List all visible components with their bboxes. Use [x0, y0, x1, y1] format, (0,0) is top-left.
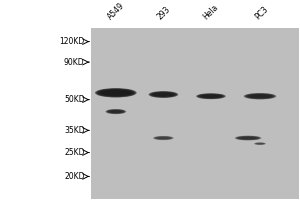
Ellipse shape: [235, 136, 262, 140]
Ellipse shape: [154, 136, 173, 140]
Ellipse shape: [106, 109, 126, 114]
Ellipse shape: [108, 110, 124, 113]
Ellipse shape: [95, 88, 136, 98]
Text: Hela: Hela: [202, 2, 220, 21]
Ellipse shape: [154, 93, 173, 96]
Ellipse shape: [239, 137, 257, 139]
Ellipse shape: [151, 92, 176, 97]
Ellipse shape: [153, 93, 174, 96]
Ellipse shape: [201, 95, 220, 98]
Text: 35KD: 35KD: [64, 126, 85, 135]
Ellipse shape: [109, 110, 123, 113]
Ellipse shape: [255, 143, 265, 145]
Ellipse shape: [198, 94, 224, 98]
Ellipse shape: [254, 142, 266, 145]
Ellipse shape: [249, 95, 271, 98]
Ellipse shape: [200, 94, 222, 98]
Ellipse shape: [105, 109, 126, 114]
Ellipse shape: [237, 136, 259, 140]
Text: 20KD: 20KD: [64, 172, 85, 181]
Ellipse shape: [156, 137, 171, 139]
Ellipse shape: [246, 94, 274, 99]
Text: A549: A549: [106, 1, 126, 21]
Ellipse shape: [198, 94, 224, 99]
Ellipse shape: [150, 92, 177, 97]
Ellipse shape: [106, 109, 125, 114]
Ellipse shape: [200, 95, 221, 98]
Ellipse shape: [244, 93, 276, 99]
Ellipse shape: [247, 94, 273, 98]
Ellipse shape: [107, 110, 124, 113]
Text: 50KD: 50KD: [64, 95, 85, 104]
Ellipse shape: [154, 136, 172, 140]
Ellipse shape: [98, 89, 134, 96]
Text: PC3: PC3: [253, 4, 270, 21]
Ellipse shape: [244, 93, 275, 99]
Ellipse shape: [99, 90, 133, 96]
Ellipse shape: [236, 136, 261, 140]
Ellipse shape: [238, 137, 258, 139]
Ellipse shape: [96, 88, 136, 97]
Ellipse shape: [236, 136, 260, 140]
Ellipse shape: [100, 90, 131, 96]
Ellipse shape: [155, 137, 172, 139]
FancyBboxPatch shape: [91, 28, 298, 199]
Ellipse shape: [245, 94, 275, 99]
Ellipse shape: [102, 91, 129, 95]
Text: 120KD: 120KD: [59, 37, 85, 46]
Ellipse shape: [239, 137, 257, 139]
Ellipse shape: [101, 90, 130, 95]
Ellipse shape: [149, 91, 178, 98]
Text: 293: 293: [155, 5, 172, 21]
Ellipse shape: [153, 136, 174, 140]
Ellipse shape: [248, 95, 272, 98]
Ellipse shape: [107, 110, 125, 114]
Ellipse shape: [196, 93, 226, 99]
Ellipse shape: [255, 143, 265, 145]
Ellipse shape: [254, 142, 266, 145]
Ellipse shape: [152, 92, 175, 97]
Ellipse shape: [152, 92, 175, 97]
Ellipse shape: [255, 143, 265, 145]
Ellipse shape: [157, 137, 170, 139]
Ellipse shape: [109, 110, 123, 113]
Text: 90KD: 90KD: [64, 58, 85, 67]
Ellipse shape: [148, 91, 178, 98]
Ellipse shape: [199, 94, 223, 98]
Ellipse shape: [156, 137, 171, 139]
Ellipse shape: [237, 136, 260, 140]
Text: 25KD: 25KD: [64, 148, 85, 157]
Ellipse shape: [256, 143, 264, 144]
Ellipse shape: [197, 93, 225, 99]
Ellipse shape: [154, 136, 173, 140]
Ellipse shape: [97, 89, 134, 97]
Ellipse shape: [256, 143, 264, 144]
Ellipse shape: [256, 143, 264, 144]
Ellipse shape: [248, 94, 272, 98]
